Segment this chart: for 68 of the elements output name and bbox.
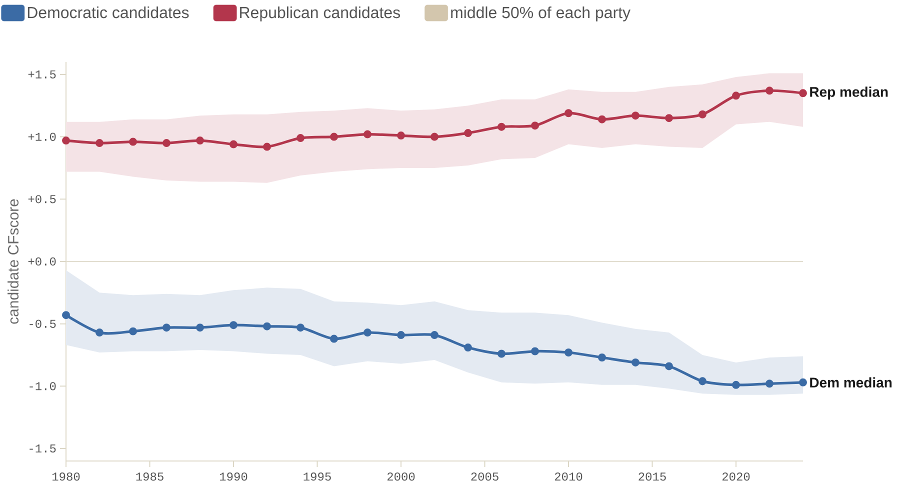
point <box>62 136 70 145</box>
point <box>564 348 572 357</box>
point <box>464 344 472 352</box>
point <box>531 347 539 356</box>
point <box>129 327 138 336</box>
point <box>732 92 740 100</box>
point <box>665 362 673 370</box>
point <box>430 331 439 340</box>
point <box>162 139 171 148</box>
point <box>598 115 606 124</box>
point <box>531 122 539 130</box>
point <box>765 380 774 388</box>
point <box>296 324 305 332</box>
x-tick-label: 2000 <box>387 472 415 481</box>
legend-label: Democratic candidates <box>28 6 189 18</box>
x-tick-label: 2015 <box>638 472 666 481</box>
point <box>129 138 138 146</box>
point <box>765 86 774 95</box>
x-tick-label: 1990 <box>220 472 248 481</box>
y-tick-label: +0.5 <box>28 195 56 204</box>
y-tick-label: -1.0 <box>30 382 56 390</box>
point <box>196 136 204 145</box>
y-tick-label: +1.0 <box>28 132 56 141</box>
y-tick-label: +1.5 <box>28 70 56 78</box>
point <box>263 142 272 151</box>
x-tick-label: 2020 <box>722 472 750 481</box>
point <box>498 350 506 358</box>
point <box>564 109 572 118</box>
point <box>96 139 104 148</box>
point <box>464 129 472 138</box>
x-tick-label: 1995 <box>304 472 331 481</box>
point <box>263 322 272 330</box>
point <box>598 353 606 362</box>
y-axis-title: candidate CFscore <box>8 199 19 324</box>
point <box>230 140 238 148</box>
point <box>397 331 406 340</box>
point <box>96 328 104 337</box>
x-tick-label: 2010 <box>554 472 582 481</box>
point <box>397 132 406 140</box>
point <box>798 89 807 98</box>
point <box>330 132 338 141</box>
legend-label: Republican candidates <box>240 6 400 22</box>
point <box>196 324 204 332</box>
point <box>430 132 439 141</box>
point <box>62 311 70 320</box>
y-tick-label: -0.5 <box>30 320 56 328</box>
point <box>230 321 238 330</box>
point <box>330 334 338 343</box>
point <box>162 324 171 332</box>
point <box>364 328 372 337</box>
point <box>698 110 706 118</box>
x-tick-label: 1980 <box>52 472 80 481</box>
x-tick-label: 2005 <box>471 472 498 481</box>
y-tick-label: -1.5 <box>30 444 56 453</box>
text: middle 50% of each party <box>451 6 631 22</box>
point <box>798 378 807 386</box>
annotation: Dem median <box>810 377 892 388</box>
annotation: Rep median <box>810 86 888 100</box>
y-tick-label: +0.0 <box>28 257 56 266</box>
point <box>698 377 706 386</box>
x-tick-label: 1985 <box>136 472 164 481</box>
point <box>296 134 305 142</box>
point <box>364 130 372 138</box>
point <box>498 122 506 131</box>
point <box>665 114 673 122</box>
point <box>632 112 640 120</box>
point <box>632 358 640 366</box>
point <box>732 380 740 389</box>
